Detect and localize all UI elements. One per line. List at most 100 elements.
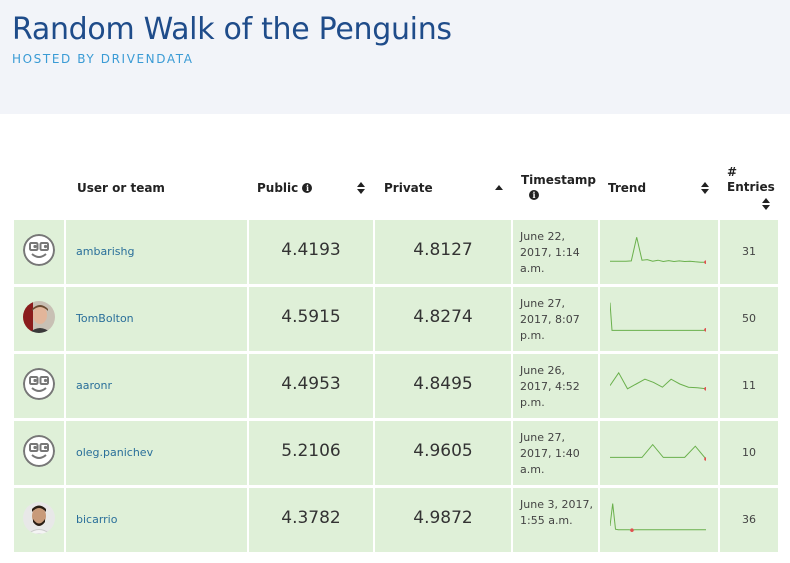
sort-up-icon[interactable] xyxy=(762,198,770,203)
private-score: 4.9605 xyxy=(413,441,473,461)
timestamp-cell: June 3, 2017, 1:55 a.m. xyxy=(513,488,598,552)
entries-count: 10 xyxy=(742,446,756,459)
public-score: 4.4953 xyxy=(281,374,341,394)
column-header-entries-hash: # xyxy=(727,165,738,179)
trend-sparkline xyxy=(610,237,706,264)
trend-sparkline xyxy=(610,503,706,532)
person-photo-icon xyxy=(23,301,55,333)
trend-cell xyxy=(600,287,718,351)
user-link[interactable]: TomBolton xyxy=(76,312,134,325)
timestamp-cell: June 22, 2017, 1:14 a.m. xyxy=(513,220,598,284)
column-header-user: User or team xyxy=(77,181,165,196)
trend-best-marker xyxy=(704,457,706,461)
timestamp: June 3, 2017, 1:55 a.m. xyxy=(520,498,593,527)
info-icon[interactable]: i xyxy=(529,190,539,200)
timestamp: June 27, 2017, 1:40 a.m. xyxy=(520,431,580,476)
competition-host: HOSTED BY DRIVENDATA xyxy=(12,52,194,66)
column-header-user-label: User or team xyxy=(77,181,165,195)
column-header-trend[interactable]: Trend xyxy=(608,181,646,196)
leaderboard-header: User or team Public i Private Timestamp i… xyxy=(14,160,778,218)
info-icon[interactable]: i xyxy=(302,183,313,193)
private-score: 4.8127 xyxy=(413,240,473,260)
sort-up-icon[interactable] xyxy=(701,182,709,187)
sort-ascending-icon[interactable] xyxy=(495,185,503,190)
public-score-cell: 4.4953 xyxy=(249,354,373,418)
user-link[interactable]: bicarrio xyxy=(76,513,118,526)
user-link[interactable]: ambarishg xyxy=(76,245,135,258)
column-header-entries[interactable]: # Entries xyxy=(727,165,775,195)
smiley-icon xyxy=(23,368,55,400)
entries-cell: 31 xyxy=(720,220,778,284)
public-score: 4.5915 xyxy=(281,307,341,327)
avatar-cell xyxy=(14,287,64,351)
entries-count: 50 xyxy=(742,312,756,325)
column-header-private[interactable]: Private xyxy=(384,181,433,196)
private-score: 4.9872 xyxy=(413,508,473,528)
person-photo-icon xyxy=(23,502,55,534)
trend-line xyxy=(610,302,706,331)
column-header-entries-label: Entries xyxy=(727,180,775,194)
column-header-public[interactable]: Public i xyxy=(257,181,313,196)
column-header-public-label: Public xyxy=(257,181,299,195)
smiley-icon xyxy=(23,234,55,266)
user-cell: aaronr xyxy=(66,354,247,418)
private-score-cell: 4.9605 xyxy=(375,421,511,485)
public-score-cell: 4.3782 xyxy=(249,488,373,552)
table-row: oleg.panichev 5.2106 4.9605 June 27, 2017, … xyxy=(14,421,778,485)
trend-line xyxy=(610,371,706,390)
user-link[interactable]: oleg.panichev xyxy=(76,446,154,459)
public-score-cell: 4.4193 xyxy=(249,220,373,284)
sort-up-icon[interactable] xyxy=(357,182,365,187)
smiley-icon xyxy=(23,435,55,467)
sort-down-icon[interactable] xyxy=(701,189,709,194)
entries-count: 31 xyxy=(742,245,756,258)
trend-line xyxy=(610,503,706,531)
trend-sparkline xyxy=(610,443,706,461)
entries-cell: 11 xyxy=(720,354,778,418)
user-cell: TomBolton xyxy=(66,287,247,351)
user-link[interactable]: aaronr xyxy=(76,379,112,392)
trend-best-marker xyxy=(704,260,706,264)
private-score: 4.8274 xyxy=(413,307,473,327)
avatar-cell xyxy=(14,354,64,418)
photo-avatar-bicarrio xyxy=(23,502,55,534)
competition-header: Random Walk of the Penguins HOSTED BY DR… xyxy=(0,0,790,114)
public-score: 5.2106 xyxy=(281,441,341,461)
private-score: 4.8495 xyxy=(413,374,473,394)
trend-cell xyxy=(600,488,718,552)
private-score-cell: 4.8495 xyxy=(375,354,511,418)
timestamp-cell: June 27, 2017, 1:40 a.m. xyxy=(513,421,598,485)
smiley-icon xyxy=(23,234,55,266)
photo-avatar-tombolton xyxy=(23,301,55,333)
entries-cell: 10 xyxy=(720,421,778,485)
trend-sparkline xyxy=(610,371,706,391)
timestamp: June 27, 2017, 8:07 p.m. xyxy=(520,297,580,342)
trend-cell xyxy=(600,421,718,485)
column-header-timestamp-label: Timestamp xyxy=(521,173,597,187)
entries-cell: 50 xyxy=(720,287,778,351)
trend-line xyxy=(610,237,706,263)
user-cell: ambarishg xyxy=(66,220,247,284)
avatar-cell xyxy=(14,220,64,284)
trend-cell xyxy=(600,220,718,284)
entries-count: 11 xyxy=(742,379,756,392)
trend-cell xyxy=(600,354,718,418)
column-header-private-label: Private xyxy=(384,181,433,195)
trend-sparkline xyxy=(610,302,706,332)
table-row: TomBolton 4.5915 4.8274 June 27, 2017, 8:07… xyxy=(14,287,778,351)
user-cell: bicarrio xyxy=(66,488,247,552)
trend-line xyxy=(610,443,706,460)
smiley-icon xyxy=(23,435,55,467)
sort-down-icon[interactable] xyxy=(357,189,365,194)
public-score: 4.3782 xyxy=(281,508,341,528)
table-row: bicarrio 4.3782 4.9872 June 3, 2017, 1:55 a… xyxy=(14,488,778,552)
user-cell: oleg.panichev xyxy=(66,421,247,485)
column-header-timestamp[interactable]: Timestamp i xyxy=(521,173,596,203)
table-row: ambarishg 4.4193 4.8127 June 22, 2017, 1:14… xyxy=(14,220,778,284)
avatar-cell xyxy=(14,421,64,485)
smiley-icon xyxy=(23,368,55,400)
public-score: 4.4193 xyxy=(281,240,341,260)
private-score-cell: 4.8127 xyxy=(375,220,511,284)
timestamp: June 26, 2017, 4:52 p.m. xyxy=(520,364,580,409)
sort-down-icon[interactable] xyxy=(762,205,770,210)
